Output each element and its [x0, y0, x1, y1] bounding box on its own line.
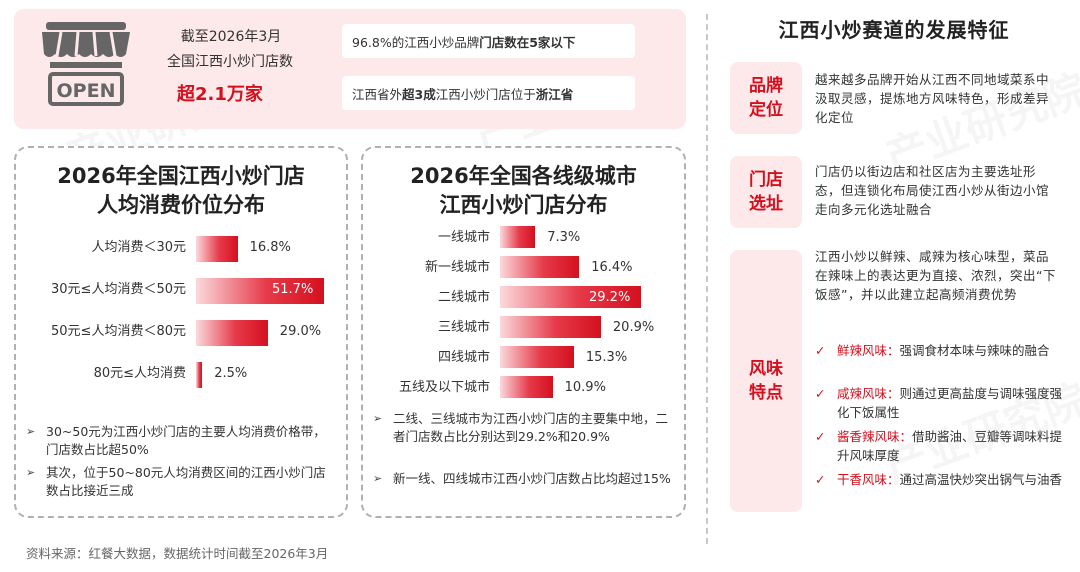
bar [500, 226, 536, 248]
section-text-location: 门店仍以街边店和社区店为主要选址形态，但连锁化布局使江西小炒从街边小馆走向多元化… [815, 164, 1050, 217]
note-text: 其次，位于50~80元人均消费区间的江西小炒门店数占比接近三成 [46, 465, 326, 498]
category-label: 四线城市 [437, 350, 490, 365]
stat-caption-line1: 截至2026年3月 [180, 29, 282, 45]
value-label: 16.4% [591, 260, 633, 275]
tag-line: 品牌 [749, 76, 783, 96]
fact1-bold: 门店数在5家以下 [479, 34, 576, 50]
bar [500, 376, 553, 398]
column-divider [706, 14, 708, 544]
storefront-icon: OPEN [42, 22, 130, 106]
city-tier-panel: 2026年全国各线级城市 江西小炒门店分布 一线城市 7.3% 新一线城市 16.4%… [361, 146, 686, 518]
features-title: 江西小炒赛道的发展特征 [778, 18, 1010, 42]
flavor-item: ✓ 酱香辣风味：借助酱油、豆瓣等调味料提升风味厚度 [815, 427, 1065, 465]
category-label: 五线及以下城市 [398, 380, 490, 395]
note-text: 二线、三线城市为江西小炒门店的主要集中地，二者门店数占比分别达到29.2%和20… [393, 411, 669, 444]
category-label: 二线城市 [437, 290, 490, 305]
value-label: 15.3% [585, 350, 628, 365]
category-label: 50元≤人均消费＜80元 [51, 324, 186, 339]
fact2-bold1: 超3成 [402, 86, 436, 102]
category-label: 一线城市 [437, 230, 490, 245]
fact1-prefix: 96.8%的江西小炒品牌 [352, 34, 480, 50]
flavor-desc: 强调食材本味与辣味的融合 [899, 343, 1050, 358]
flavor-desc: 则通过更高盐度与调味强度强化下饭属性 [837, 386, 1063, 420]
bar [500, 346, 574, 368]
data-source: 资料来源：红餐大数据，数据统计时间截至2026年3月 [26, 546, 329, 561]
flavor-name: 酱香辣风味： [837, 429, 913, 444]
category-label: 人均消费＜30元 [91, 240, 186, 255]
flavor-name: 咸辣风味： [837, 386, 900, 401]
arrow-bullet-icon: ➢ [26, 425, 36, 438]
section-text-brand: 越来越多品牌开始从江西不同地域菜系中汲取灵感，提炼地方风味特色，形成差异化定位 [815, 72, 1050, 125]
fact-pill-zhejiang: 江西省外 超3成 江西小炒门店位于 浙江省 [342, 76, 635, 110]
tag-line: 特点 [749, 383, 783, 403]
arrow-bullet-icon: ➢ [26, 466, 36, 479]
check-icon: ✓ [815, 386, 826, 401]
category-label: 80元≤人均消费 [93, 366, 186, 381]
value-label: 51.7% [272, 282, 314, 297]
flavor-name: 鲜辣风味： [837, 343, 900, 358]
shop-sign-text: OPEN [57, 80, 116, 102]
chart1-title-line1: 2026年全国江西小炒门店 [57, 164, 305, 188]
value-label: 16.8% [249, 240, 291, 255]
check-icon: ✓ [815, 429, 826, 444]
tag-line: 定位 [749, 100, 783, 120]
category-label: 新一线城市 [424, 260, 490, 275]
flavor-desc: 通过高温快炒突出锅气与油香 [899, 472, 1063, 487]
tag-store-location: 门店 选址 [730, 156, 802, 228]
tag-flavor: 风味 特点 [730, 250, 802, 512]
store-count-stat: 超2.1万家 [177, 84, 263, 105]
note-text: 30~50元为江西小炒门店的主要人均消费价格带，门店数占比超50% [46, 424, 326, 457]
tag-brand-positioning: 品牌 定位 [730, 62, 802, 134]
note-item: ➢ 二线、三线城市为江西小炒门店的主要集中地，二者门店数占比分别达到29.2%和… [373, 410, 678, 446]
arrow-bullet-icon: ➢ [373, 412, 383, 425]
chart2-title-line1: 2026年全国各线级城市 [410, 164, 637, 188]
tag-line: 选址 [749, 194, 783, 214]
note-text: 新一线、四线城市江西小炒门店数占比均超过15% [393, 471, 671, 486]
arrow-bullet-icon: ➢ [373, 472, 383, 485]
flavor-item: ✓ 干香风味：通过高温快炒突出锅气与油香 [815, 470, 1065, 489]
value-label: 7.3% [547, 230, 581, 245]
section-text-flavor: 江西小炒以鲜辣、咸辣为核心味型，菜品在辣味上的表达更为直接、浓烈，突出“下饭感”… [815, 249, 1056, 302]
category-label: 30元≤人均消费＜50元 [51, 282, 186, 297]
flavor-item: ✓ 咸辣风味：则通过更高盐度与调味强度强化下饭属性 [815, 384, 1065, 422]
bar [500, 316, 601, 338]
flavor-item: ✓ 鲜辣风味：强调食材本味与辣味的融合 [815, 341, 1065, 360]
bar [196, 236, 238, 262]
note-item: ➢ 新一线、四线城市江西小炒门店数占比均超过15% [373, 470, 678, 488]
fact-pill-store-count: 96.8%的江西小炒品牌 门店数在5家以下 [342, 24, 635, 58]
chart1-title-line2: 人均消费价位分布 [97, 193, 265, 217]
fact2-mid: 江西小炒门店位于 [435, 86, 536, 102]
check-icon: ✓ [815, 343, 826, 358]
bar [500, 286, 641, 308]
bar [500, 256, 580, 278]
chart2-title-line2: 江西小炒门店分布 [439, 193, 608, 217]
price-distribution-panel: 2026年全国江西小炒门店 人均消费价位分布 人均消费＜30元 16.8% 30元≤… [14, 146, 348, 518]
tag-line: 风味 [749, 359, 783, 379]
stat-caption-line2: 全国江西小炒门店数 [167, 54, 293, 70]
note-item: ➢ 30~50元为江西小炒门店的主要人均消费价格带，门店数占比超50% [26, 423, 338, 459]
bar [196, 362, 203, 388]
bar [196, 278, 324, 304]
tag-line: 门店 [749, 170, 783, 190]
flavor-desc: 借助酱油、豆瓣等调味料提升风味厚度 [837, 429, 1063, 463]
bar [196, 320, 268, 346]
value-label: 10.9% [564, 380, 606, 395]
category-label: 三线城市 [437, 320, 490, 335]
check-icon: ✓ [815, 472, 826, 487]
fact2-prefix: 江西省外 [352, 86, 403, 102]
fact2-bold2: 浙江省 [535, 86, 574, 102]
value-label: 20.9% [612, 320, 655, 335]
value-label: 2.5% [214, 366, 248, 381]
flavor-name: 干香风味： [837, 472, 900, 487]
note-item: ➢ 其次，位于50~80元人均消费区间的江西小炒门店数占比接近三成 [26, 464, 338, 500]
value-label: 29.0% [279, 324, 322, 339]
value-label: 29.2% [589, 290, 631, 305]
